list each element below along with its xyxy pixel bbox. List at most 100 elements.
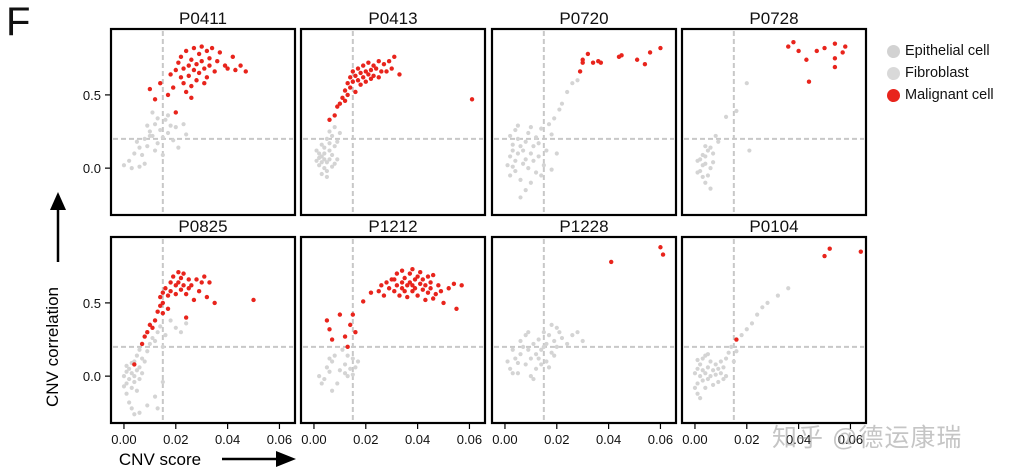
data-point-malignant [410,283,415,288]
data-point-malignant [181,283,186,288]
data-point-malignant [337,312,343,317]
data-point-malignant [376,288,381,294]
data-point-malignant [350,79,356,84]
data-point-normal [703,385,708,390]
data-point-malignant [415,274,420,279]
data-point-malignant [389,66,394,71]
data-point-normal [544,148,549,153]
data-point-malignant [186,286,191,291]
data-point-normal [137,376,142,382]
data-point-malignant [348,75,353,80]
data-point-normal [314,158,319,163]
data-point-normal [142,359,147,364]
data-point-malignant [407,271,413,276]
data-point-normal [127,158,132,163]
data-point-normal [152,122,158,127]
data-point-malignant [230,54,236,60]
data-point-normal [327,356,332,361]
data-point-malignant [386,59,392,64]
data-point-normal [132,151,137,156]
data-point-normal [554,151,559,156]
data-point-normal [523,362,528,367]
data-point-normal [539,347,544,352]
data-point-malignant [204,294,210,300]
x-tick-label: 0.04 [596,432,621,447]
x-tick-label: 0.00 [301,432,326,447]
data-point-normal [713,133,718,139]
data-point-normal [145,403,150,408]
data-point-malignant [178,54,184,60]
data-point-malignant [186,63,191,68]
data-point-normal [165,113,171,118]
data-point-normal [510,371,515,376]
panel-p0413: P0413 [299,9,487,217]
data-point-malignant [170,85,176,90]
data-point-normal [549,132,554,137]
data-point-malignant [360,63,366,68]
data-point-normal [723,356,729,361]
data-point-normal [160,152,165,158]
data-point-malignant [423,283,428,288]
data-point-malignant [410,267,415,272]
data-point-malignant [420,277,426,282]
data-point-malignant [327,327,332,332]
data-point-normal [137,410,142,415]
data-point-malignant [163,286,168,291]
data-point-malignant [199,280,204,285]
data-point-normal [322,145,327,150]
data-point-malignant [384,69,389,74]
data-point-normal [570,81,575,86]
data-point-normal [319,142,324,147]
data-point-normal [317,151,322,156]
data-point-malignant [384,280,389,285]
data-point-normal [324,174,330,180]
x-axis-title-group: CNV score [119,450,296,469]
data-point-normal [505,163,510,168]
data-point-normal [716,366,721,371]
data-point-malignant [350,69,356,74]
data-point-normal [150,110,155,115]
data-point-normal [541,344,546,349]
data-point-normal [698,396,703,401]
data-point-normal [155,330,160,335]
data-point-normal [760,305,765,310]
data-point-malignant [194,78,199,83]
data-point-malignant [194,277,199,282]
data-point-malignant [371,63,376,68]
data-point-normal [536,337,541,342]
data-point-malignant [832,64,838,70]
panel-p0720: P0720 [490,9,678,217]
data-point-normal [327,157,332,162]
data-point-normal [531,158,536,163]
data-point-malignant [428,286,433,291]
data-point-malignant [590,60,596,65]
data-point-malignant [634,57,640,62]
data-point-malignant [209,45,215,51]
data-point-normal [332,353,337,358]
data-point-normal [160,344,165,349]
data-point-normal [546,365,552,370]
data-point-malignant [324,318,330,323]
data-point-normal [350,372,355,377]
data-point-normal [541,163,546,168]
data-point-malignant [366,60,371,65]
data-point-normal [129,406,134,411]
data-point-normal [570,333,575,338]
data-point-malignant [155,309,160,314]
data-point-malignant [469,97,475,102]
data-point-normal [580,338,585,344]
data-point-normal [716,379,721,385]
data-point-malignant [342,334,348,339]
data-point-normal [314,148,319,153]
data-point-normal [510,142,515,147]
x-tick-label: 0.04 [215,432,240,447]
data-point-normal [700,174,705,180]
data-point-malignant [222,63,228,68]
x-axis-label: CNV score [119,450,201,469]
data-point-normal [137,145,142,150]
data-point-normal [160,135,165,140]
data-point-normal [520,161,526,166]
data-point-malignant [418,269,423,275]
data-point-malignant [335,104,340,109]
data-point-normal [523,139,528,144]
